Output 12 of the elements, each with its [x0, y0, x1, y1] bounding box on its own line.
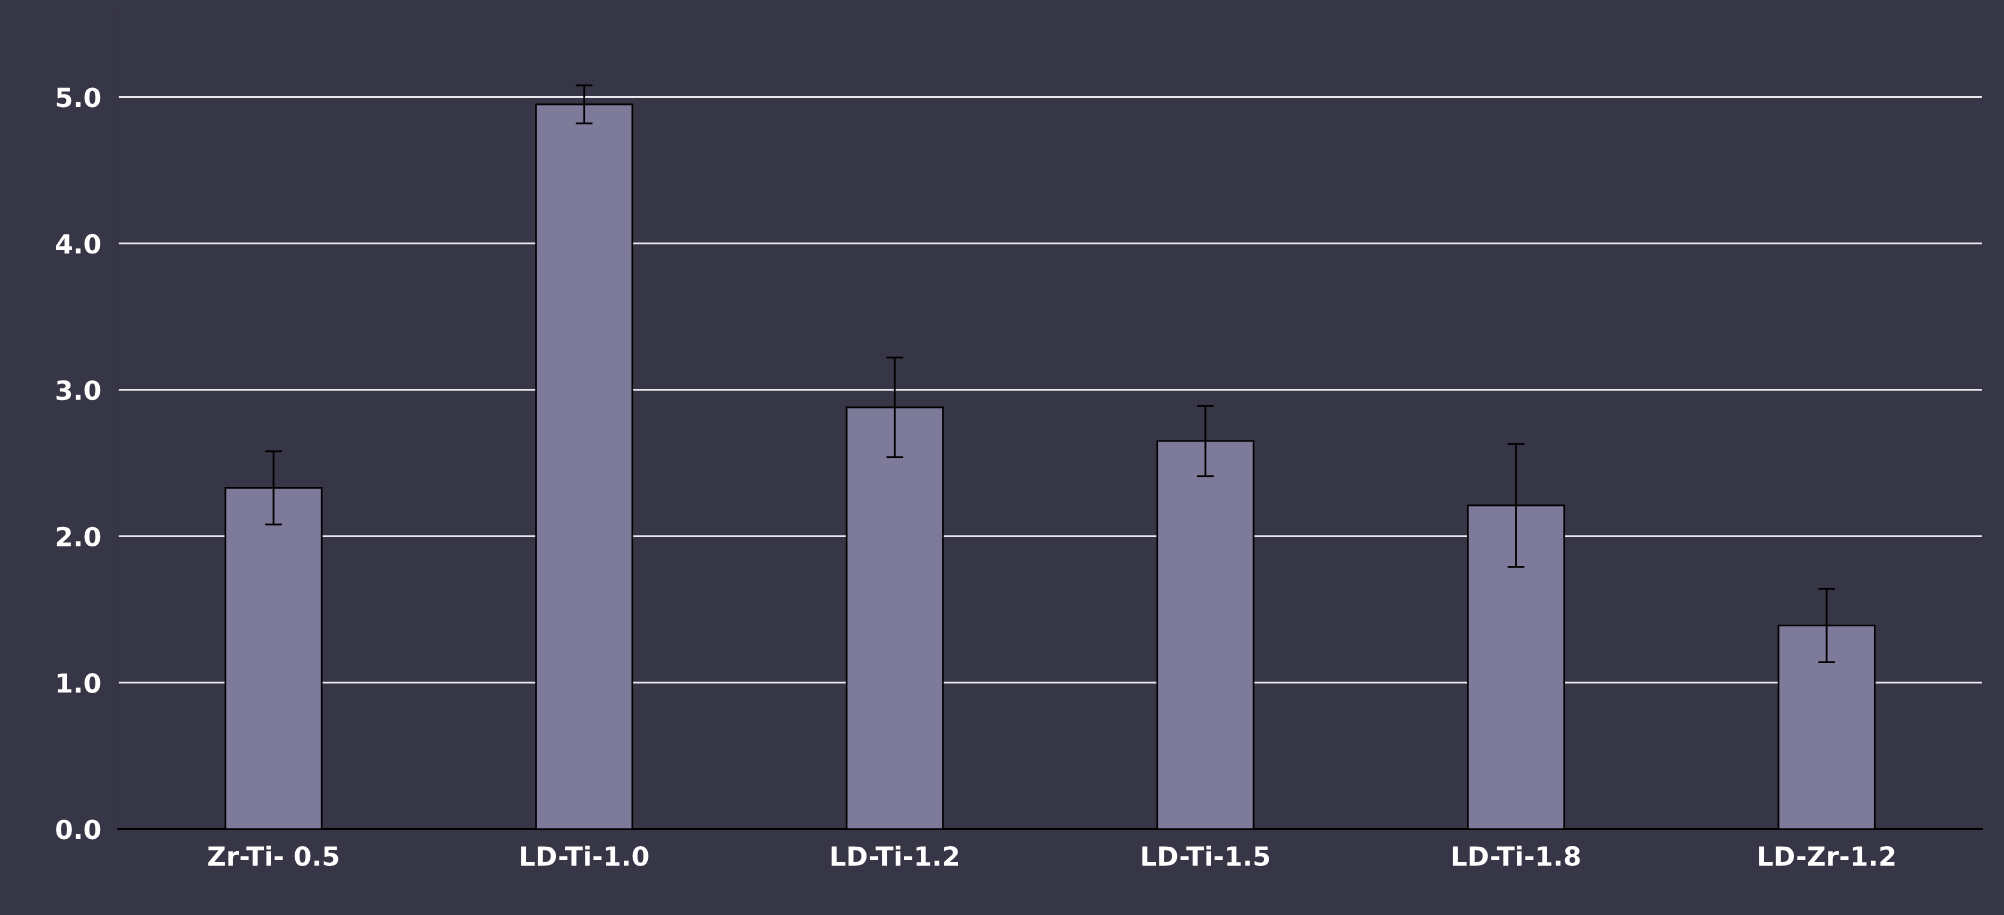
x-tick-label: Zr-Ti- 0.5 — [208, 845, 339, 867]
y-tick-label: 1.0 — [57, 673, 101, 693]
y-tick-label: 4.0 — [56, 233, 101, 254]
x-tick-label: LD-Zr-1.2 — [1759, 846, 1895, 866]
x-tick-label: LD-Ti-1.0 — [521, 845, 649, 867]
y-tick-label: 3.0 — [56, 380, 101, 401]
y-tick-label: 0.0 — [56, 819, 101, 840]
x-tick-label: LD-Ti-1.8 — [1452, 845, 1580, 867]
y-tick-label: 2.0 — [56, 526, 101, 547]
x-tick-label: LD-Ti-1.2 — [831, 845, 958, 866]
y-tick-label: 5.0 — [56, 87, 101, 108]
x-tick-label: LD-Ti-1.5 — [1142, 845, 1270, 867]
